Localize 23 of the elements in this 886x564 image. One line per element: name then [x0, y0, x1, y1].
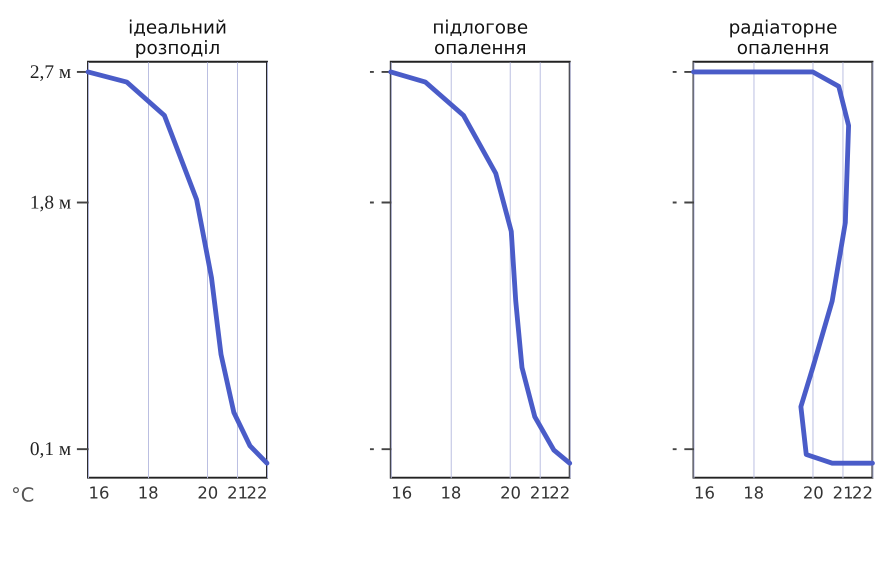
- y-tick-label: 2,7 м: [30, 62, 72, 84]
- x-tick-label: 18: [440, 483, 462, 502]
- x-tick-label: 22: [852, 483, 873, 502]
- x-tick-label: 18: [138, 483, 159, 502]
- x-tick-label: 22: [549, 483, 570, 502]
- x-tick-label: 22: [246, 483, 268, 502]
- x-tick-label: 16: [391, 483, 412, 502]
- x-tick-label: 16: [88, 483, 110, 502]
- x-tick-label: 20: [500, 483, 522, 502]
- x-tick-label: 16: [694, 483, 715, 502]
- x-tick-label: 20: [197, 483, 218, 502]
- chart-title: ідеальний розподіл: [128, 18, 227, 60]
- line-series: [86, 70, 270, 466]
- chart-title: радіаторне опалення: [728, 18, 838, 60]
- y-tick-label: 0,1 м: [30, 439, 72, 460]
- x-tick-label: 18: [743, 483, 764, 502]
- chart-title: підлогове опалення: [432, 18, 528, 60]
- y-tick-label: 1,8 м: [30, 192, 72, 214]
- x-tick-label: 21: [227, 483, 248, 502]
- x-tick-label: 21: [530, 483, 551, 502]
- x-tick-label: 21: [832, 483, 854, 502]
- x-tick-label: 20: [802, 483, 824, 502]
- x-axis-title: °C: [11, 483, 34, 506]
